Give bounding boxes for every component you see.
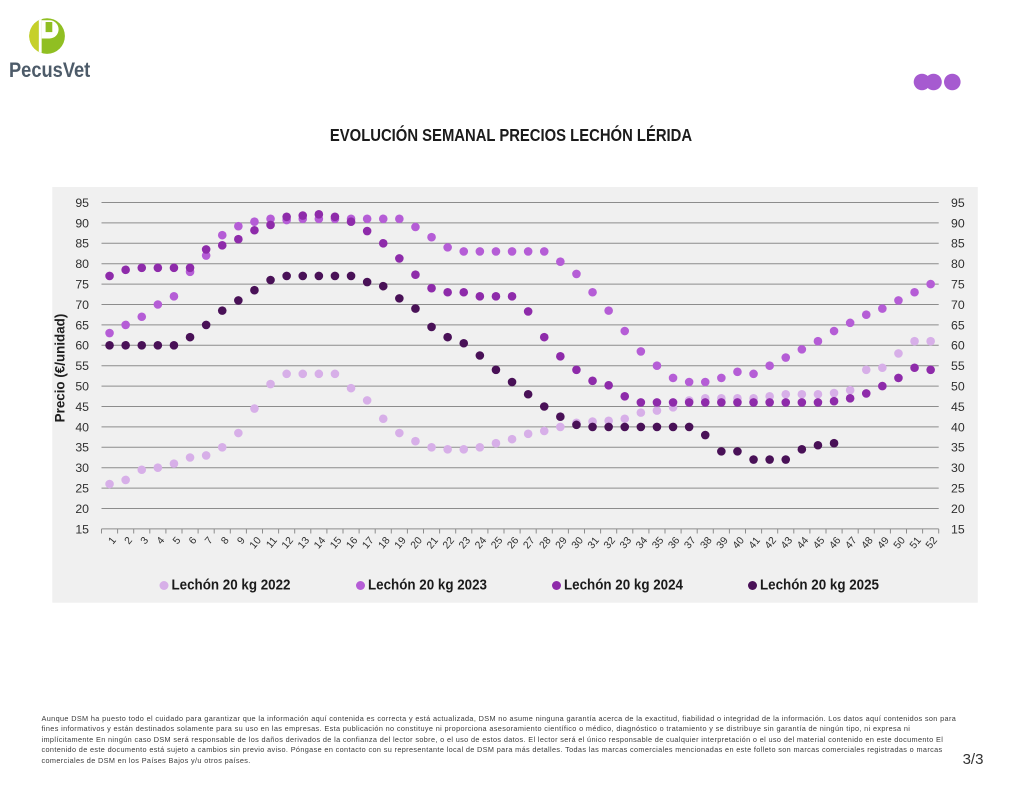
- svg-text:65: 65: [951, 318, 965, 332]
- svg-text:80: 80: [951, 257, 965, 271]
- svg-text:65: 65: [75, 318, 89, 332]
- svg-text:25: 25: [951, 482, 965, 496]
- svg-text:Lechón 20 kg 2025: Lechón 20 kg 2025: [760, 578, 879, 594]
- svg-text:75: 75: [951, 278, 965, 292]
- svg-text:Precio (€/unidad): Precio (€/unidad): [53, 314, 68, 423]
- svg-text:Lechón 20 kg 2022: Lechón 20 kg 2022: [172, 578, 291, 594]
- svg-text:60: 60: [75, 339, 89, 353]
- svg-text:45: 45: [951, 400, 965, 414]
- svg-text:2: 2: [123, 535, 135, 547]
- svg-text:95: 95: [75, 196, 89, 210]
- svg-text:20: 20: [951, 502, 965, 516]
- svg-text:15: 15: [951, 522, 965, 536]
- svg-text:35: 35: [951, 441, 965, 455]
- svg-text:5: 5: [171, 535, 183, 547]
- svg-text:30: 30: [951, 461, 965, 475]
- svg-text:3: 3: [139, 535, 151, 547]
- svg-text:8: 8: [219, 535, 231, 547]
- svg-text:55: 55: [951, 359, 965, 373]
- svg-text:7: 7: [203, 535, 215, 547]
- svg-text:9: 9: [236, 535, 248, 547]
- svg-text:40: 40: [75, 420, 89, 434]
- svg-text:55: 55: [75, 359, 89, 373]
- svg-text:70: 70: [951, 298, 965, 312]
- svg-text:40: 40: [951, 420, 965, 434]
- svg-text:80: 80: [75, 257, 89, 271]
- svg-text:50: 50: [75, 380, 89, 394]
- svg-text:50: 50: [951, 380, 965, 394]
- svg-text:75: 75: [75, 278, 89, 292]
- svg-text:4: 4: [155, 535, 167, 547]
- svg-text:Lechón 20 kg 2023: Lechón 20 kg 2023: [368, 578, 487, 594]
- svg-text:85: 85: [951, 237, 965, 251]
- svg-text:95: 95: [951, 196, 965, 210]
- svg-text:20: 20: [75, 502, 89, 516]
- svg-text:70: 70: [75, 298, 89, 312]
- svg-text:45: 45: [75, 400, 89, 414]
- svg-text:35: 35: [75, 441, 89, 455]
- svg-text:Lechón 20 kg 2024: Lechón 20 kg 2024: [564, 578, 683, 594]
- svg-text:15: 15: [75, 522, 89, 536]
- svg-text:90: 90: [75, 216, 89, 230]
- svg-text:25: 25: [75, 482, 89, 496]
- svg-text:60: 60: [951, 339, 965, 353]
- svg-text:6: 6: [187, 535, 199, 547]
- svg-text:90: 90: [951, 216, 965, 230]
- svg-text:30: 30: [75, 461, 89, 475]
- svg-text:1: 1: [107, 535, 119, 547]
- svg-text:85: 85: [75, 237, 89, 251]
